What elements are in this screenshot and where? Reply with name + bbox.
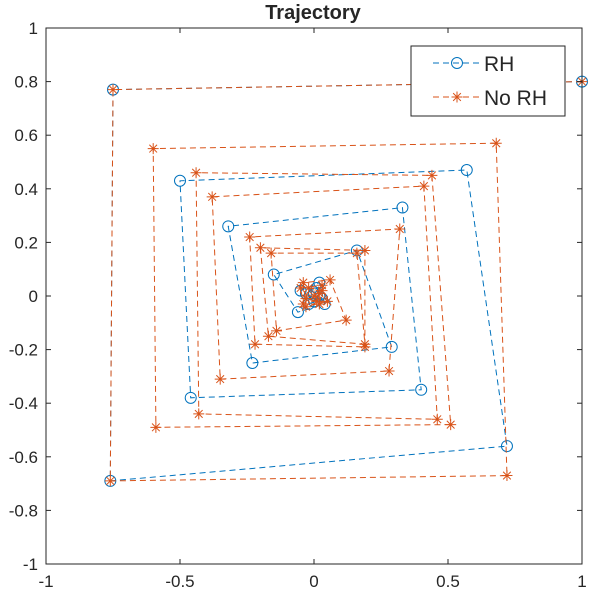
y-tick-label: -0.4 (9, 394, 38, 413)
legend-marker-asterisk (451, 91, 463, 103)
data-point-asterisk (270, 325, 282, 337)
data-point-asterisk (313, 287, 325, 299)
data-point-asterisk (431, 413, 443, 425)
data-point-asterisk (359, 244, 371, 256)
legend-entry: RH (433, 53, 514, 76)
data-point-circle (184, 391, 197, 404)
y-tick-label: 1 (29, 19, 38, 38)
y-axis-ticks: -1 -0.8 -0.6 -0.4 -0.2 0 0.2 0.4 0.6 0.8 1 (9, 19, 582, 574)
x-tick-label: -0.5 (165, 572, 194, 591)
data-point-circle (222, 220, 235, 233)
data-point-asterisk (359, 338, 371, 350)
data-point-asterisk (311, 295, 323, 307)
data-point-asterisk (193, 408, 205, 420)
data-point-asterisk (214, 373, 226, 385)
legend: RH No RH (410, 45, 566, 117)
data-point-asterisk (262, 330, 274, 342)
x-axis-ticks: -1 -0.5 0 0.5 1 (38, 28, 587, 591)
data-point-asterisk (501, 470, 513, 482)
data-point-asterisk (394, 223, 406, 235)
data-point-asterisk (490, 137, 502, 149)
data-point-asterisk (308, 290, 320, 302)
data-point-asterisk (244, 231, 256, 243)
data-point-asterisk (104, 475, 116, 487)
data-point-asterisk (206, 191, 218, 203)
data-point-asterisk (295, 282, 307, 294)
data-point-circle (500, 440, 513, 453)
data-point-asterisk (324, 274, 336, 286)
y-tick-label: 0.2 (14, 233, 38, 252)
y-tick-label: 0.4 (14, 180, 38, 199)
data-point-asterisk (297, 298, 309, 310)
data-point-asterisk (265, 247, 277, 259)
y-tick-label: 0 (29, 287, 38, 306)
y-tick-label: 0.6 (14, 126, 38, 145)
data-point-asterisk (150, 421, 162, 433)
x-tick-label: 0 (309, 572, 318, 591)
data-point-circle (460, 164, 473, 177)
data-point-circle (415, 383, 428, 396)
data-point-asterisk (321, 295, 333, 307)
y-tick-label: -0.6 (9, 448, 38, 467)
data-point-asterisk (340, 314, 352, 326)
legend-box (410, 45, 566, 117)
chart-title: Trajectory (265, 2, 361, 24)
data-point-circle (291, 306, 304, 319)
data-point-asterisk (107, 84, 119, 96)
y-tick-label: 0.8 (14, 73, 38, 92)
data-point-asterisk (147, 143, 159, 155)
series-no-rh (104, 76, 588, 487)
data-point-circle (267, 268, 280, 281)
data-point-asterisk (297, 277, 309, 289)
x-tick-label: -1 (38, 572, 53, 591)
y-tick-label: -0.2 (9, 341, 38, 360)
legend-marker-circle (451, 57, 463, 69)
y-tick-label: -1 (23, 555, 38, 574)
data-point-asterisk (383, 365, 395, 377)
series-layer (104, 75, 588, 487)
legend-label: RH (484, 53, 514, 76)
plot-area: -1 -0.5 0 0.5 1 -1 -0.8 -0.6 -0.4 -0.2 0 0.2 0.4 0.6 0… (9, 19, 588, 591)
data-point-asterisk (300, 293, 312, 305)
data-point-asterisk (249, 338, 261, 350)
data-point-circle (174, 174, 186, 187)
data-point-asterisk (254, 242, 266, 254)
data-point-asterisk (303, 282, 315, 294)
legend-entry: No RH (433, 87, 547, 110)
y-tick-label: -0.8 (9, 501, 38, 520)
data-point-circle (246, 357, 259, 369)
x-tick-label: 1 (577, 572, 586, 591)
data-point-asterisk (426, 169, 438, 181)
data-point-circle (396, 201, 409, 214)
data-point-asterisk (190, 167, 202, 179)
data-point-asterisk (418, 180, 430, 192)
x-tick-label: 0.5 (436, 572, 460, 591)
data-point-circle (385, 340, 398, 353)
data-point-asterisk (351, 247, 363, 259)
legend-label: No RH (484, 87, 547, 110)
data-point-asterisk (445, 419, 457, 431)
